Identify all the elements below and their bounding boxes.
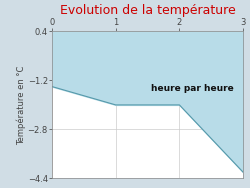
Y-axis label: Température en °C: Température en °C [17, 65, 26, 145]
Title: Evolution de la température: Evolution de la température [60, 4, 236, 17]
Text: heure par heure: heure par heure [151, 83, 234, 92]
